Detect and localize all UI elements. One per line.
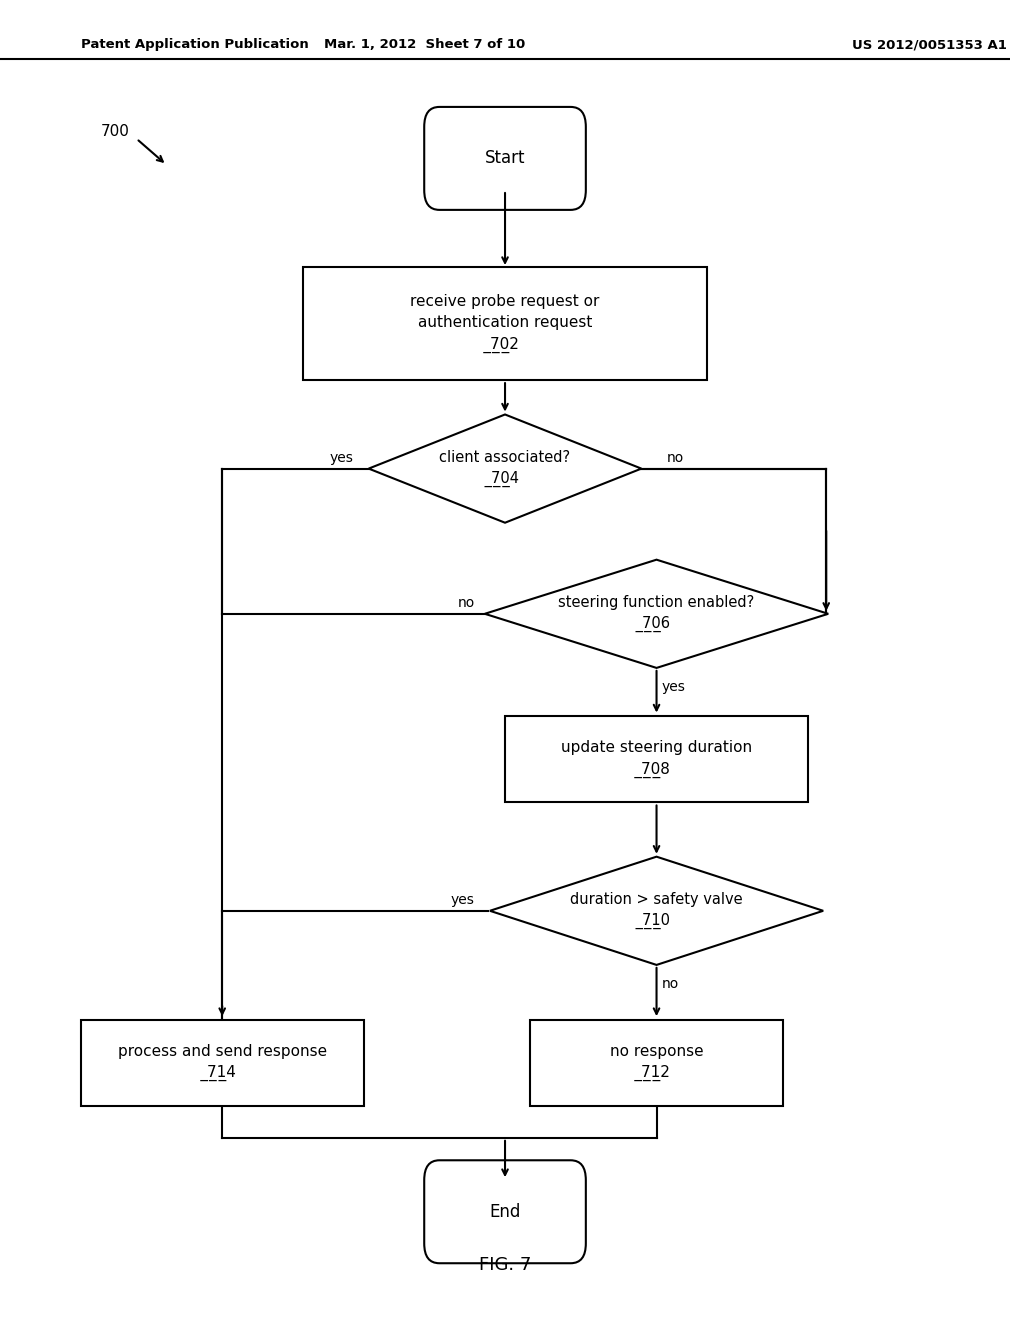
- Text: no: no: [458, 595, 475, 610]
- Text: client associated?
̲7̲0̲4: client associated? ̲7̲0̲4: [439, 450, 570, 487]
- Text: Patent Application Publication: Patent Application Publication: [81, 38, 308, 51]
- Bar: [303, 267, 707, 380]
- Text: End: End: [489, 1203, 521, 1221]
- Bar: [530, 1019, 782, 1106]
- Polygon shape: [489, 857, 823, 965]
- Text: process and send response
̲7̲1̲4: process and send response ̲7̲1̲4: [118, 1044, 327, 1081]
- Text: steering function enabled?
̲7̲0̲6: steering function enabled? ̲7̲0̲6: [558, 595, 755, 632]
- Text: no: no: [667, 450, 684, 465]
- Text: duration > safety valve
̲7̲1̲0: duration > safety valve ̲7̲1̲0: [570, 892, 742, 929]
- Text: no: no: [662, 977, 679, 991]
- Polygon shape: [484, 560, 828, 668]
- Text: yes: yes: [330, 450, 353, 465]
- Text: yes: yes: [451, 892, 475, 907]
- Text: yes: yes: [662, 680, 685, 694]
- FancyBboxPatch shape: [424, 1160, 586, 1263]
- Polygon shape: [369, 414, 641, 523]
- Text: 700: 700: [101, 124, 130, 140]
- Text: update steering duration
̲7̲0̲8: update steering duration ̲7̲0̲8: [561, 741, 752, 777]
- Text: Mar. 1, 2012  Sheet 7 of 10: Mar. 1, 2012 Sheet 7 of 10: [324, 38, 525, 51]
- Bar: [505, 717, 808, 803]
- Text: Start: Start: [484, 149, 525, 168]
- Text: no response
̲7̲1̲2: no response ̲7̲1̲2: [609, 1044, 703, 1081]
- FancyBboxPatch shape: [424, 107, 586, 210]
- Text: receive probe request or
authentication request
̲7̲0̲2: receive probe request or authentication …: [411, 294, 600, 352]
- Text: FIG. 7: FIG. 7: [479, 1255, 531, 1274]
- Bar: [81, 1019, 364, 1106]
- Text: US 2012/0051353 A1: US 2012/0051353 A1: [852, 38, 1007, 51]
